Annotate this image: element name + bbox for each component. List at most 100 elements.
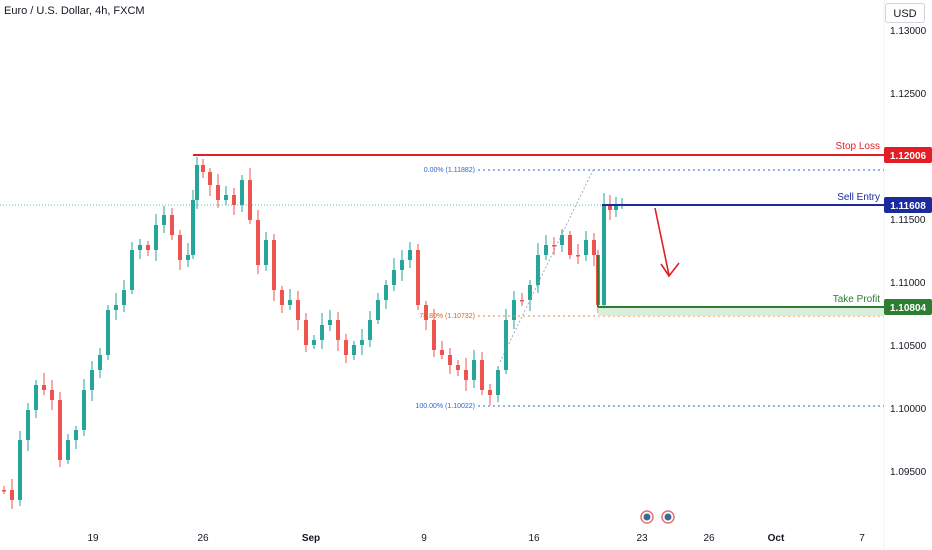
candle-body xyxy=(42,385,46,390)
y-tick-label: 1.12500 xyxy=(890,89,927,100)
candle-body xyxy=(146,245,150,250)
candle-body xyxy=(138,245,142,250)
candle-body xyxy=(552,245,556,247)
candle-body xyxy=(232,195,236,205)
candle-body xyxy=(576,255,580,257)
candle-body xyxy=(352,345,356,355)
candle-body xyxy=(256,220,260,265)
candle-body xyxy=(130,250,134,290)
x-tick-16: 16 xyxy=(528,533,540,544)
candle-body xyxy=(424,305,428,320)
x-tick-26b: 26 xyxy=(703,533,715,544)
y-tick-label: 1.11000 xyxy=(890,278,926,289)
candle-body xyxy=(114,305,118,310)
candle-body xyxy=(122,290,126,305)
candle-body xyxy=(178,235,182,260)
candle-body xyxy=(360,340,364,345)
candle-body xyxy=(58,400,62,460)
candle-body xyxy=(544,245,548,255)
x-tick-7: 7 xyxy=(859,533,865,544)
candle-body xyxy=(10,490,14,500)
candle-body xyxy=(288,300,292,305)
candle-body xyxy=(496,370,500,395)
candle-body xyxy=(488,390,492,395)
take-profit-label: Take Profit xyxy=(833,294,880,305)
y-tick-label: 1.10500 xyxy=(890,341,927,352)
candle-body xyxy=(248,180,252,220)
fib-label-788: 78.80% (1.10732) xyxy=(419,313,475,320)
chart-title: Euro / U.S. Dollar, 4h, FXCM xyxy=(4,5,145,17)
candle-body xyxy=(520,300,524,302)
candle-body xyxy=(384,285,388,300)
stop-loss-value: 1.12006 xyxy=(890,151,927,162)
candle-body xyxy=(304,320,308,345)
candle-body xyxy=(186,255,190,260)
candle-body xyxy=(162,215,166,225)
candle-body xyxy=(2,490,6,492)
candle-body xyxy=(312,340,316,345)
candle-body xyxy=(154,225,158,250)
x-tick-23: 23 xyxy=(636,533,648,544)
candle-body xyxy=(320,325,324,340)
candle-body xyxy=(464,370,468,380)
candle-body xyxy=(82,390,86,430)
time-axis: 19 26 Sep 9 16 23 26 Oct 7 xyxy=(87,533,865,544)
candle-body xyxy=(480,360,484,390)
y-tick-label: 1.11500 xyxy=(890,215,926,226)
price-axis: 1.130001.125001.120001.115001.110001.105… xyxy=(890,26,927,478)
candle-body xyxy=(472,360,476,380)
y-tick-label: 1.10000 xyxy=(890,404,927,415)
candle-body xyxy=(456,365,460,370)
candle-body xyxy=(264,240,268,265)
candle-body xyxy=(584,240,588,255)
candle-body xyxy=(208,172,212,185)
candle-body xyxy=(240,180,244,205)
y-tick-label: 1.09500 xyxy=(890,467,927,478)
candle-body xyxy=(224,195,228,200)
y-tick-label: 1.13000 xyxy=(890,26,927,37)
candle-body xyxy=(26,410,30,440)
candle-body xyxy=(368,320,372,340)
candle-body xyxy=(416,250,420,305)
event-icon-1[interactable] xyxy=(640,510,654,524)
candle-body xyxy=(90,370,94,390)
down-arrow xyxy=(654,207,680,278)
candle-body xyxy=(296,300,300,320)
stop-loss-label: Stop Loss xyxy=(836,141,880,152)
candle-body xyxy=(280,290,284,305)
take-profit-value: 1.10804 xyxy=(890,303,927,314)
candle-body xyxy=(400,260,404,270)
fib-label-0: 0.00% (1.11882) xyxy=(424,167,475,174)
candle-body xyxy=(392,270,396,285)
candle-body xyxy=(328,320,332,325)
currency-button[interactable]: USD xyxy=(885,3,925,23)
candle-body xyxy=(344,340,348,355)
candle-body xyxy=(18,440,22,500)
candlestick-series xyxy=(2,157,624,509)
sell-entry-label: Sell Entry xyxy=(837,192,880,203)
candle-body xyxy=(568,235,572,255)
sell-entry-value: 1.11608 xyxy=(890,201,926,212)
candle-body xyxy=(602,205,606,305)
candle-body xyxy=(191,200,195,255)
x-tick-sep: Sep xyxy=(302,533,320,544)
event-icon-2[interactable] xyxy=(661,510,675,524)
take-profit-badge xyxy=(884,299,932,315)
candle-body xyxy=(608,205,612,210)
candle-body xyxy=(201,165,205,172)
candle-body xyxy=(376,300,380,320)
candle-body xyxy=(106,310,110,355)
candle-body xyxy=(195,165,199,200)
candle-body xyxy=(536,255,540,285)
stop-loss-badge xyxy=(884,147,932,163)
candle-body xyxy=(512,300,516,320)
candle-body xyxy=(614,205,618,210)
candle-body xyxy=(66,440,70,460)
candle-body xyxy=(408,250,412,260)
candle-body xyxy=(74,430,78,440)
candle-body xyxy=(50,390,54,400)
candle-body xyxy=(216,185,220,200)
candle-body xyxy=(504,320,508,370)
x-tick-oct: Oct xyxy=(768,533,785,544)
candle-body xyxy=(432,320,436,350)
